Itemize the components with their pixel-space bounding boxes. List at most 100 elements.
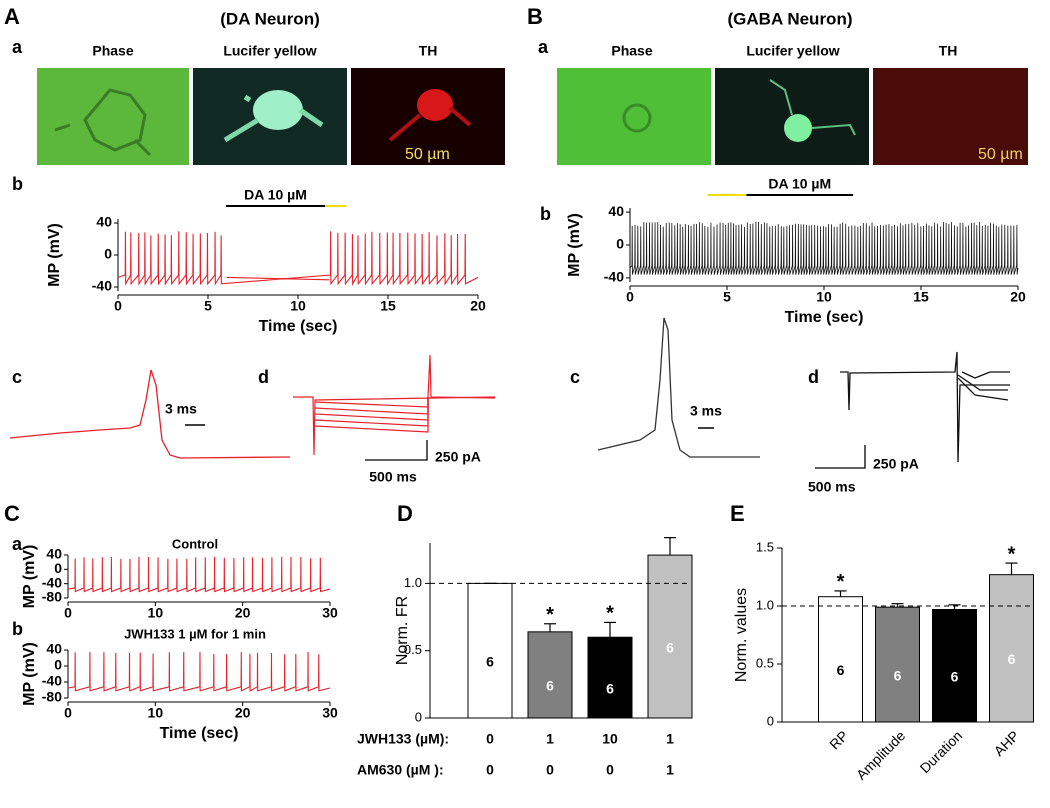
count-label: 6 [606, 680, 614, 696]
y-tick-label: -80 [42, 589, 62, 605]
x-tick-label: 20 [235, 705, 251, 721]
trace-title: JWH133 1 µM for 1 min [124, 626, 266, 641]
row-cell: 0 [606, 762, 614, 778]
x-tick-label: 20 [235, 605, 251, 621]
sub-letter: b [12, 174, 23, 194]
y-tick-label: 0.5 [404, 642, 422, 657]
bar [467, 582, 513, 719]
panel-letter: D [397, 501, 413, 526]
x-tick-label: Duration [917, 727, 966, 776]
voltage-trace [67, 652, 331, 692]
x-tick-label: RP [826, 727, 851, 752]
y-tick-label: -40 [604, 269, 624, 285]
y-tick-label: 40 [96, 214, 112, 230]
significance: * [606, 603, 614, 625]
panel-letter: E [730, 501, 745, 526]
bar [587, 636, 633, 719]
y-axis-label: MP (mV) [21, 545, 38, 609]
y-tick-label: 0 [54, 657, 62, 673]
y-tick-label: -80 [42, 689, 62, 705]
current-traces [840, 351, 1010, 463]
panel-letter: B [527, 4, 543, 29]
image-label: TH [939, 43, 958, 59]
bar [527, 631, 573, 719]
panel-letter: C [4, 501, 20, 526]
y-tick-label: 40 [608, 203, 624, 219]
bar [989, 574, 1034, 723]
spike-waveform [597, 317, 760, 458]
x-tick-label: 0 [626, 289, 634, 305]
y-axis-label: MP (mV) [46, 223, 63, 287]
row-cell: 0 [486, 731, 494, 747]
y-tick-label: 0 [104, 246, 112, 262]
x-tick-label: 20 [470, 298, 486, 314]
sub-letter: a [12, 534, 23, 554]
cell [54, 88, 152, 157]
count-label: 6 [951, 668, 959, 684]
count-label: 6 [486, 653, 494, 669]
x-tick-label: 5 [204, 298, 212, 314]
cell [417, 89, 453, 121]
sub-letter: a [538, 37, 549, 57]
count-label: 6 [666, 639, 674, 655]
scale-label: 500 ms [808, 479, 856, 495]
current-traces [293, 354, 496, 456]
row-cell: 0 [546, 762, 554, 778]
x-tick-label: 0 [114, 298, 122, 314]
image-phase [557, 68, 711, 165]
image-label: Phase [611, 43, 652, 59]
sub-letter: b [540, 204, 551, 224]
x-tick-label: 10 [290, 298, 306, 314]
scale-bar [815, 445, 866, 469]
y-tick-label: -40 [42, 574, 62, 590]
x-tick-label: 10 [148, 605, 164, 621]
x-tick-label: 10 [148, 705, 164, 721]
y-tick-label: 0 [415, 709, 422, 724]
y-tick-label: -40 [42, 673, 62, 689]
y-tick-label: 40 [46, 641, 62, 657]
x-axis-label: Time (sec) [785, 309, 864, 326]
image-label: TH [419, 43, 438, 59]
sub-letter: d [258, 367, 269, 387]
panel-letter: A [4, 4, 20, 29]
x-tick-label: 30 [322, 605, 338, 621]
scale-label: 500 ms [369, 469, 417, 485]
x-tick-label: 15 [913, 289, 929, 305]
x-axis-label: Time (sec) [160, 725, 239, 742]
cell [622, 103, 652, 133]
y-tick-label: -40 [92, 278, 112, 294]
y-axis-label: Norm. FR [394, 596, 411, 665]
significance: * [1008, 543, 1016, 565]
voltage-trace [117, 231, 479, 286]
y-axis-label: MP (mV) [566, 213, 583, 277]
trace-title: Control [172, 536, 218, 551]
y-tick-label: 1.5 [756, 539, 774, 554]
y-tick-label: 1.0 [404, 575, 422, 590]
bar [818, 596, 863, 723]
panel-title: (DA Neuron) [220, 9, 319, 28]
process [388, 106, 472, 142]
scale-label: 3 ms [690, 403, 722, 419]
x-tick-label: AHP [991, 727, 1023, 759]
significance: * [546, 604, 554, 626]
sub-letter: b [12, 619, 23, 639]
process [223, 94, 324, 143]
count-label: 6 [894, 667, 902, 683]
sub-letter: d [808, 367, 819, 387]
x-tick-label: 20 [1010, 289, 1026, 305]
y-tick-label: 0.5 [756, 655, 774, 670]
x-tick-label: Amplitude [853, 727, 908, 782]
scale-label: 250 pA [873, 456, 919, 472]
spike-waveform [9, 369, 291, 459]
row-label: JWH133 (µM): [357, 731, 449, 747]
voltage-trace [67, 556, 331, 593]
scale-label: 3 ms [165, 401, 197, 417]
count-label: 6 [1008, 651, 1016, 667]
row-cell: 0 [486, 762, 494, 778]
image-label: Lucifer yellow [746, 43, 839, 59]
x-tick-label: 0 [64, 705, 72, 721]
y-tick-label: 0 [616, 236, 624, 252]
row-cell: 1 [666, 731, 674, 747]
x-tick-label: 5 [723, 289, 731, 305]
